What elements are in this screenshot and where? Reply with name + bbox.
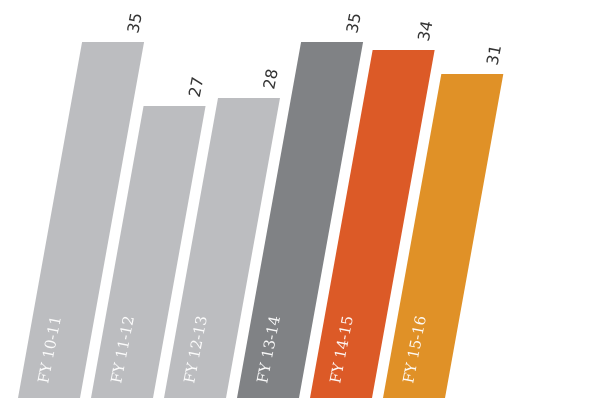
data-label: 35 <box>342 11 365 35</box>
bar <box>383 74 504 398</box>
bar <box>91 106 206 398</box>
data-label: 35 <box>123 11 146 35</box>
data-label: 34 <box>414 19 437 43</box>
bar <box>164 98 280 398</box>
data-label: 28 <box>259 67 282 91</box>
bar <box>310 50 435 398</box>
data-label: 31 <box>483 43 506 67</box>
data-label: 27 <box>185 75 208 99</box>
bar <box>18 42 145 398</box>
bar <box>237 42 364 398</box>
